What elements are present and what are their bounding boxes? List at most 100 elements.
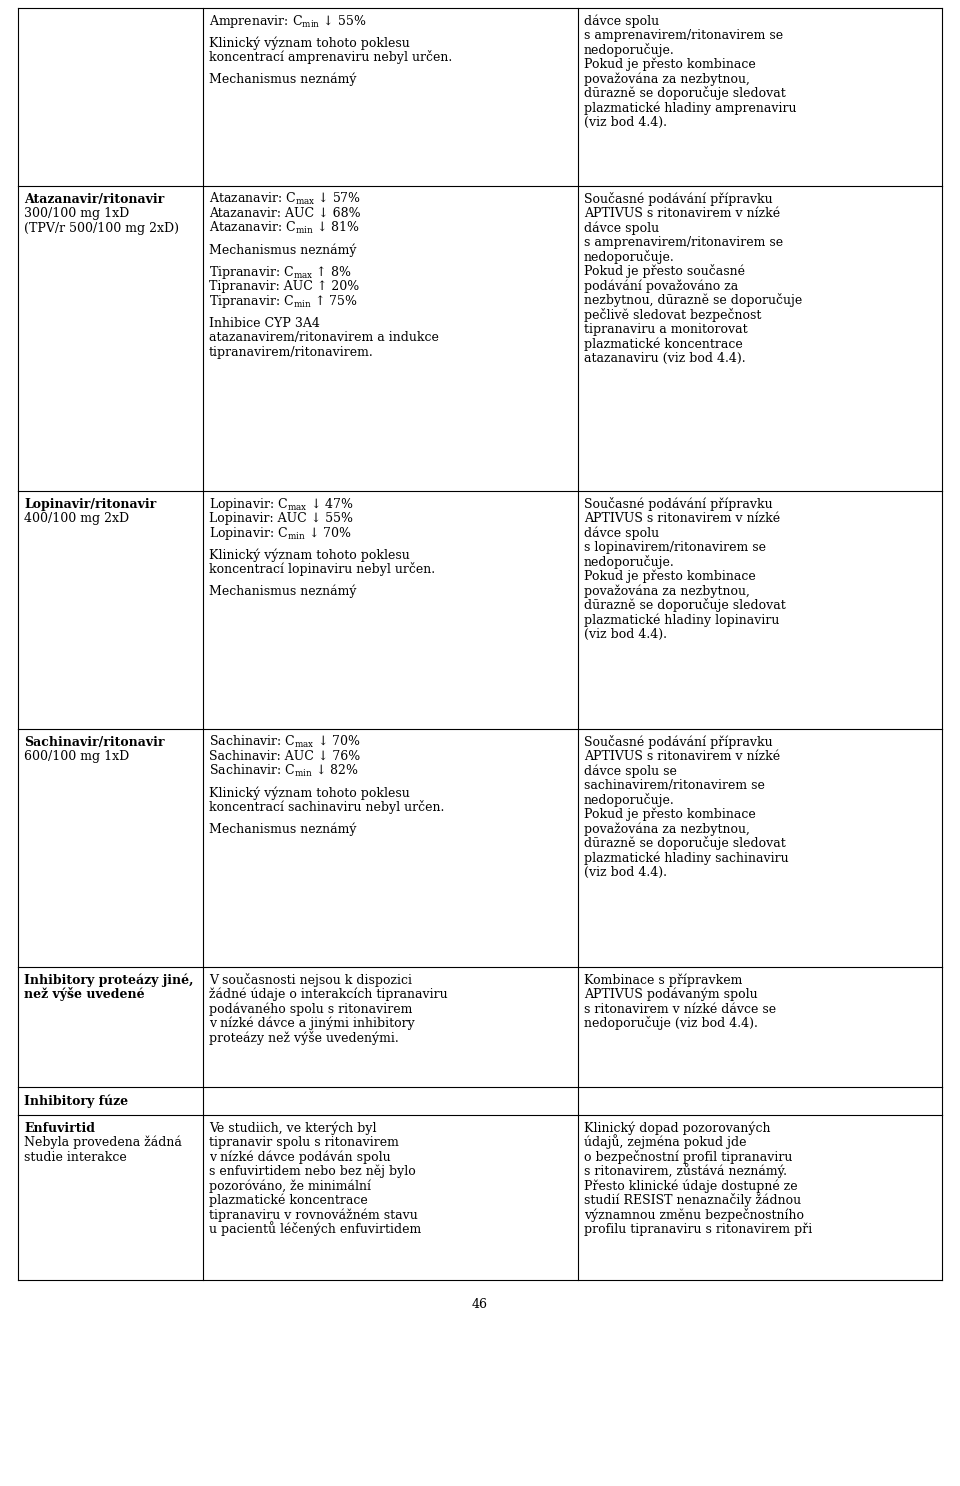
- Text: (TPV/r 500/100 mg 2xD): (TPV/r 500/100 mg 2xD): [24, 221, 179, 235]
- Text: Klinický význam tohoto poklesu: Klinický význam tohoto poklesu: [209, 786, 410, 799]
- Text: Nebyla provedena žádná: Nebyla provedena žádná: [24, 1135, 181, 1149]
- Text: profilu tipranaviru s ritonavirem při: profilu tipranaviru s ritonavirem při: [584, 1223, 812, 1236]
- Text: Tipranavir: AUC ↑ 20%: Tipranavir: AUC ↑ 20%: [209, 279, 359, 293]
- Text: (viz bod 4.4).: (viz bod 4.4).: [584, 629, 667, 640]
- Text: plazmatické koncentrace: plazmatické koncentrace: [584, 337, 743, 351]
- Text: Lopinavir: $\mathregular{C_{max}}$ ↓ 47%: Lopinavir: $\mathregular{C_{max}}$ ↓ 47%: [209, 496, 353, 513]
- Text: Sachinavir: $\mathregular{C_{min}}$ ↓ 82%: Sachinavir: $\mathregular{C_{min}}$ ↓ 82…: [209, 762, 359, 779]
- Text: Mechanismus neznámý: Mechanismus neznámý: [209, 244, 356, 257]
- Text: Současné podávání přípravku: Současné podávání přípravku: [584, 192, 773, 205]
- Text: koncentrací lopinaviru nebyl určen.: koncentrací lopinaviru nebyl určen.: [209, 562, 435, 577]
- Text: podávaného spolu s ritonavirem: podávaného spolu s ritonavirem: [209, 1002, 413, 1015]
- Text: APTIVUS podávaným spolu: APTIVUS podávaným spolu: [584, 988, 757, 1002]
- Text: Přesto klinické údaje dostupné ze: Přesto klinické údaje dostupné ze: [584, 1178, 798, 1193]
- Text: 300/100 mg 1xD: 300/100 mg 1xD: [24, 207, 130, 220]
- Text: tipranavirem/ritonavirem.: tipranavirem/ritonavirem.: [209, 346, 373, 358]
- Text: Současné podávání přípravku: Současné podávání přípravku: [584, 734, 773, 749]
- Text: Pokud je přesto současné: Pokud je přesto současné: [584, 265, 745, 278]
- Text: (viz bod 4.4).: (viz bod 4.4).: [584, 866, 667, 880]
- Text: V současnosti nejsou k dispozici: V současnosti nejsou k dispozici: [209, 973, 412, 987]
- Text: v nízké dávce a jinými inhibitory: v nízké dávce a jinými inhibitory: [209, 1016, 415, 1030]
- Text: s ritonavirem, zůstává neznámý.: s ritonavirem, zůstává neznámý.: [584, 1164, 787, 1178]
- Text: Ve studiich, ve kterých byl: Ve studiich, ve kterých byl: [209, 1120, 376, 1135]
- Text: tipranaviru v rovnovážném stavu: tipranaviru v rovnovážném stavu: [209, 1208, 418, 1221]
- Text: Atazanavir/ritonavir: Atazanavir/ritonavir: [24, 193, 164, 205]
- Text: pozoróváno, že minimální: pozoróváno, že minimální: [209, 1178, 371, 1193]
- Text: Sachinavir: $\mathregular{C_{max}}$ ↓ 70%: Sachinavir: $\mathregular{C_{max}}$ ↓ 70…: [209, 734, 361, 750]
- Text: Inhibitory fúze: Inhibitory fúze: [24, 1094, 128, 1107]
- Text: tipranaviru a monitorovat: tipranaviru a monitorovat: [584, 322, 748, 336]
- Text: koncentrací sachinaviru nebyl určen.: koncentrací sachinaviru nebyl určen.: [209, 799, 444, 814]
- Text: (viz bod 4.4).: (viz bod 4.4).: [584, 116, 667, 129]
- Text: Tipranavir: $\mathregular{C_{min}}$ ↑ 75%: Tipranavir: $\mathregular{C_{min}}$ ↑ 75…: [209, 293, 358, 309]
- Text: APTIVUS s ritonavirem v nízké: APTIVUS s ritonavirem v nízké: [584, 750, 780, 764]
- Text: významnou změnu bezpečnostního: významnou změnu bezpečnostního: [584, 1208, 804, 1221]
- Text: APTIVUS s ritonavirem v nízké: APTIVUS s ritonavirem v nízké: [584, 513, 780, 525]
- Text: Pokud je přesto kombinace: Pokud je přesto kombinace: [584, 58, 756, 71]
- Text: dávce spolu: dávce spolu: [584, 526, 660, 539]
- Text: v nízké dávce podáván spolu: v nízké dávce podáván spolu: [209, 1150, 391, 1164]
- Text: dūrazně se doporučuje sledovat: dūrazně se doporučuje sledovat: [584, 597, 785, 612]
- Text: Lopinavir: AUC ↓ 55%: Lopinavir: AUC ↓ 55%: [209, 513, 353, 525]
- Text: plazmatické koncentrace: plazmatické koncentrace: [209, 1193, 368, 1207]
- Text: Enfuvirtid: Enfuvirtid: [24, 1122, 95, 1135]
- Text: s amprenavirem/ritonavirem se: s amprenavirem/ritonavirem se: [584, 30, 783, 42]
- Text: koncentrací amprenaviru nebyl určen.: koncentrací amprenaviru nebyl určen.: [209, 51, 452, 64]
- Text: plazmatické hladiny lopinaviru: plazmatické hladiny lopinaviru: [584, 614, 780, 627]
- Text: Klinický dopad pozorovaných: Klinický dopad pozorovaných: [584, 1120, 771, 1135]
- Text: Sachinavir/ritonavir: Sachinavir/ritonavir: [24, 736, 164, 749]
- Text: APTIVUS s ritonavirem v nízké: APTIVUS s ritonavirem v nízké: [584, 207, 780, 220]
- Text: Atazanavir: $\mathregular{C_{min}}$ ↓ 81%: Atazanavir: $\mathregular{C_{min}}$ ↓ 81…: [209, 220, 360, 236]
- Text: Současné podávání přípravku: Současné podávání přípravku: [584, 496, 773, 511]
- Text: dávce spolu: dávce spolu: [584, 13, 660, 28]
- Text: plazmatické hladiny amprenaviru: plazmatické hladiny amprenaviru: [584, 101, 797, 114]
- Text: nedoporučuje.: nedoporučuje.: [584, 250, 675, 263]
- Text: údajů, zejména pokud jde: údajů, zejména pokud jde: [584, 1134, 747, 1149]
- Text: s ritonavirem v nízké dávce se: s ritonavirem v nízké dávce se: [584, 1003, 776, 1015]
- Text: než výše uvedené: než výše uvedené: [24, 987, 145, 1002]
- Text: Mechanismus neznámý: Mechanismus neznámý: [209, 73, 356, 86]
- Text: 46: 46: [472, 1297, 488, 1311]
- Text: plazmatické hladiny sachinaviru: plazmatické hladiny sachinaviru: [584, 851, 788, 865]
- Text: dūrazně se doporučuje sledovat: dūrazně se doporučuje sledovat: [584, 837, 785, 850]
- Text: nedoporučuje.: nedoporučuje.: [584, 554, 675, 569]
- Text: Klinický význam tohoto poklesu: Klinický význam tohoto poklesu: [209, 548, 410, 562]
- Text: podávání považováno za: podávání považováno za: [584, 279, 738, 293]
- Text: proteázy než výše uvedenými.: proteázy než výše uvedenými.: [209, 1031, 398, 1045]
- Text: s lopinavirem/ritonavirem se: s lopinavirem/ritonavirem se: [584, 541, 766, 554]
- Text: atazanaviru (viz bod 4.4).: atazanaviru (viz bod 4.4).: [584, 352, 746, 366]
- Text: sachinavirem/ritonavirem se: sachinavirem/ritonavirem se: [584, 779, 765, 792]
- Text: 600/100 mg 1xD: 600/100 mg 1xD: [24, 750, 130, 764]
- Text: Atazanavir: AUC ↓ 68%: Atazanavir: AUC ↓ 68%: [209, 207, 361, 220]
- Text: Klinický význam tohoto poklesu: Klinický význam tohoto poklesu: [209, 36, 410, 49]
- Text: Lopinavir: $\mathregular{C_{min}}$ ↓ 70%: Lopinavir: $\mathregular{C_{min}}$ ↓ 70%: [209, 525, 352, 541]
- Text: Amprenavir: $\mathregular{C_{min}}$ ↓ 55%: Amprenavir: $\mathregular{C_{min}}$ ↓ 55…: [209, 12, 367, 30]
- Text: dávce spolu se: dávce spolu se: [584, 764, 677, 777]
- Text: Kombinace s přípravkem: Kombinace s přípravkem: [584, 973, 742, 987]
- Text: pečlivě sledovat bezpečnost: pečlivě sledovat bezpečnost: [584, 308, 761, 321]
- Text: atazanavirem/ritonavirem a indukce: atazanavirem/ritonavirem a indukce: [209, 331, 439, 345]
- Text: o bezpečnostní profil tipranaviru: o bezpečnostní profil tipranaviru: [584, 1150, 792, 1164]
- Text: nedoporučuje.: nedoporučuje.: [584, 43, 675, 56]
- Text: Mechanismus neznámý: Mechanismus neznámý: [209, 584, 356, 597]
- Text: Tipranavir: $\mathregular{C_{max}}$ ↑ 8%: Tipranavir: $\mathregular{C_{max}}$ ↑ 8%: [209, 263, 351, 281]
- Text: Sachinavir: AUC ↓ 76%: Sachinavir: AUC ↓ 76%: [209, 750, 360, 764]
- Text: žádné údaje o interakcích tipranaviru: žádné údaje o interakcích tipranaviru: [209, 988, 447, 1002]
- Text: tipranavir spolu s ritonavirem: tipranavir spolu s ritonavirem: [209, 1137, 398, 1149]
- Text: dávce spolu: dávce spolu: [584, 221, 660, 235]
- Text: Lopinavir/ritonavir: Lopinavir/ritonavir: [24, 498, 156, 511]
- Text: u pacientů léčených enfuvirtidem: u pacientů léčených enfuvirtidem: [209, 1221, 421, 1236]
- Text: Inhibice CYP 3A4: Inhibice CYP 3A4: [209, 317, 320, 330]
- Text: nedoporučuje.: nedoporučuje.: [584, 792, 675, 807]
- Text: nezbytnou, dūrazně se doporučuje: nezbytnou, dūrazně se doporučuje: [584, 293, 803, 308]
- Text: s enfuvirtidem nebo bez něj bylo: s enfuvirtidem nebo bez něj bylo: [209, 1165, 416, 1178]
- Text: studií RESIST nenaznačily žádnou: studií RESIST nenaznačily žádnou: [584, 1193, 802, 1207]
- Text: s amprenavirem/ritonavirem se: s amprenavirem/ritonavirem se: [584, 236, 783, 250]
- Text: dūrazně se doporučuje sledovat: dūrazně se doporučuje sledovat: [584, 86, 785, 100]
- Text: Inhibitory proteázy jiné,: Inhibitory proteázy jiné,: [24, 973, 194, 987]
- Text: 400/100 mg 2xD: 400/100 mg 2xD: [24, 513, 130, 525]
- Text: nedoporučuje (viz bod 4.4).: nedoporučuje (viz bod 4.4).: [584, 1016, 757, 1030]
- Text: považována za nezbytnou,: považována za nezbytnou,: [584, 73, 750, 86]
- Text: Atazanavir: $\mathregular{C_{max}}$ ↓ 57%: Atazanavir: $\mathregular{C_{max}}$ ↓ 57…: [209, 190, 361, 207]
- Text: Mechanismus neznámý: Mechanismus neznámý: [209, 823, 356, 837]
